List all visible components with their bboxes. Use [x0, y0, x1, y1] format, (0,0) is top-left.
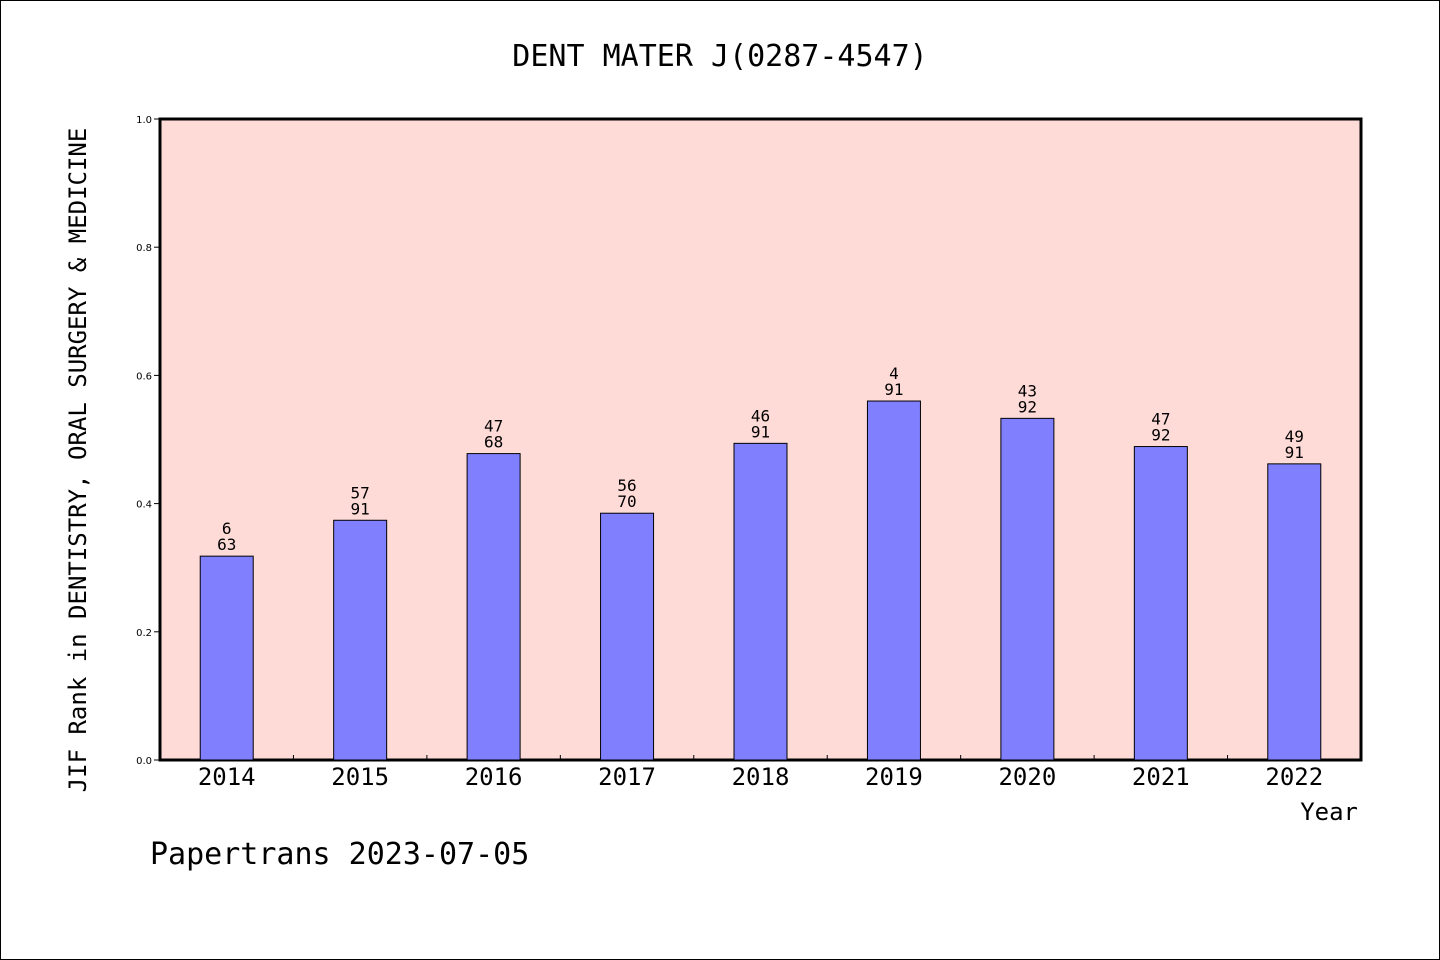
y-tick-label: 1.0	[136, 115, 152, 126]
bar-rank-label: 4	[889, 364, 899, 383]
footer-text: Papertrans 2023-07-05	[150, 837, 529, 872]
x-axis-label: Year	[1300, 798, 1358, 826]
x-tick-label: 2021	[1132, 763, 1190, 791]
x-tick-label: 2020	[998, 763, 1056, 791]
x-tick-label: 2015	[331, 763, 389, 791]
x-tick-label: 2016	[465, 763, 523, 791]
y-tick-label: 0.0	[136, 756, 152, 767]
bar-2020	[1000, 417, 1055, 761]
bar-total-label: 91	[351, 499, 370, 518]
y-tick-label: 0.8	[136, 243, 152, 254]
bar-total-label: 68	[484, 433, 503, 452]
y-axis-ticks: 0.0 0.2 0.4 0.6 0.8 1.0	[136, 115, 160, 767]
bar-2016	[466, 453, 521, 761]
bar-rank-label: 46	[751, 406, 770, 425]
y-tick-label: 0.2	[136, 628, 152, 639]
bar-rank-label: 47	[484, 417, 503, 436]
bar-rank-label: 47	[1151, 410, 1170, 429]
x-axis-ticks: 2014 2015 2016 2017 2018 2019 2020 2021 2022	[198, 755, 1323, 791]
x-tick-label: 2017	[598, 763, 656, 791]
bar-total-label: 92	[1151, 426, 1170, 445]
bar-total-label: 63	[217, 535, 236, 554]
bar-rank-label: 6	[222, 519, 232, 538]
y-axis-label: JIF Rank in DENTISTRY, ORAL SURGERY & ME…	[64, 128, 92, 793]
bar-rank-label: 43	[1018, 381, 1037, 400]
x-tick-label: 2014	[198, 763, 256, 791]
bar-total-label: 91	[1285, 443, 1304, 462]
y-tick-label: 0.6	[136, 371, 152, 382]
x-tick-label: 2018	[732, 763, 790, 791]
bar-2015	[333, 519, 388, 761]
bar-rank-label: 49	[1285, 427, 1304, 446]
bar-2018	[733, 442, 788, 761]
bar-total-label: 70	[617, 492, 636, 511]
bar-2017	[600, 512, 655, 761]
bar-2019	[866, 400, 921, 761]
x-tick-label: 2022	[1265, 763, 1323, 791]
bar-total-label: 91	[751, 422, 770, 441]
bar-total-label: 91	[884, 380, 903, 399]
x-tick-label: 2019	[865, 763, 923, 791]
bar-rank-label: 56	[617, 476, 636, 495]
bar-rank-label: 57	[351, 483, 370, 502]
bar-2022	[1267, 463, 1322, 761]
bar-2021	[1133, 446, 1188, 761]
bar-total-label: 92	[1018, 397, 1037, 416]
chart-title: DENT MATER J(0287-4547)	[512, 39, 927, 74]
bar-2014	[199, 555, 254, 761]
y-tick-label: 0.4	[136, 500, 152, 511]
